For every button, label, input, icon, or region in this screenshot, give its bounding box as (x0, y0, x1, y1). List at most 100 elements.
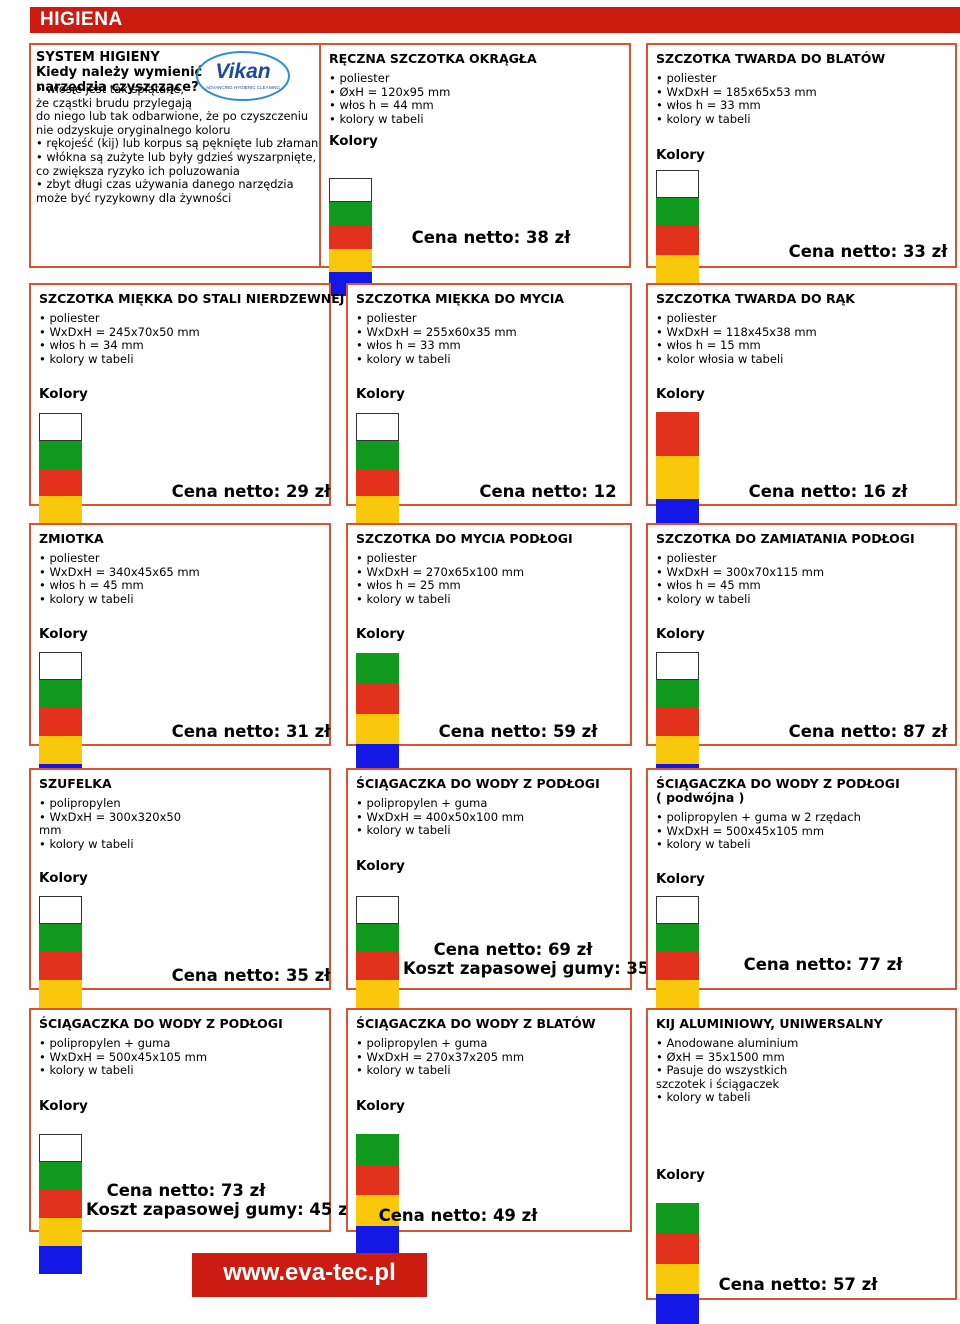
product-title-line: SZCZOTKA MIĘKKA DO STALI NIERDZEWNEJ (39, 291, 345, 306)
price-label: Cena netto: 12 (468, 482, 628, 501)
spec-item: • WxDxH = 118x45x38 mm (656, 324, 817, 339)
swatch-green[interactable] (356, 440, 399, 469)
swatch-yellow[interactable] (39, 1218, 82, 1246)
swatch-yellow[interactable] (656, 980, 699, 1008)
swatch-yellow[interactable] (329, 248, 372, 273)
swatch-green[interactable] (356, 1134, 399, 1165)
swatch-white[interactable] (39, 413, 82, 441)
swatch-red[interactable] (356, 683, 399, 714)
product-card-1: RĘCZNA SZCZOTKA OKRĄGŁA • poliester • ØxH … (319, 43, 631, 296)
swatch-green[interactable] (39, 924, 82, 952)
product-card-6: ZMIOTKA • poliester • WxDxH = 340x45x65 mm… (29, 523, 331, 792)
colors-label: Kolory (656, 871, 705, 887)
swatch-yellow[interactable] (39, 980, 82, 1008)
swatch-green[interactable] (656, 924, 699, 952)
swatch-green[interactable] (356, 924, 399, 952)
swatch-white[interactable] (39, 896, 82, 924)
swatch-red[interactable] (656, 412, 699, 456)
spec-item: • polipropylen + guma (356, 796, 488, 810)
spec-item: • poliester (656, 71, 717, 85)
swatch-green[interactable] (656, 680, 699, 708)
swatch-green[interactable] (329, 201, 372, 226)
product-title: SZCZOTKA MIĘKKA DO MYCIA (356, 292, 564, 306)
swatch-yellow[interactable] (356, 496, 399, 525)
swatch-white[interactable] (656, 652, 699, 680)
swatch-yellow[interactable] (356, 1195, 399, 1226)
color-swatches (39, 1134, 82, 1274)
swatch-green[interactable] (39, 1162, 82, 1190)
swatch-blue[interactable] (356, 1225, 399, 1256)
colors-label: Kolory (356, 858, 405, 874)
swatch-yellow[interactable] (39, 736, 82, 764)
swatch-yellow[interactable] (656, 455, 699, 500)
swatch-white[interactable] (356, 896, 399, 924)
swatch-white[interactable] (656, 170, 699, 199)
swatch-red[interactable] (356, 468, 399, 497)
swatch-green[interactable] (656, 198, 699, 227)
spec-item: • kolor włosia w tabeli (656, 351, 784, 366)
product-title-line: SZCZOTKA TWARDA DO BLATÓW (656, 51, 886, 66)
intro-desc-line: może być ryzykowny dla żywności (36, 190, 232, 205)
spec-item: • WxDxH = 270x37x205 mm (356, 1049, 525, 1064)
spec-item: • poliester (356, 311, 417, 325)
swatch-green[interactable] (356, 653, 399, 684)
spec-item: • WxDxH = 500x45x105 mm (656, 823, 825, 838)
price-net: Cena netto: 87 zł (788, 722, 948, 741)
swatch-red[interactable] (656, 708, 699, 736)
swatch-red[interactable] (656, 226, 699, 255)
intro-line: Kiedy należy wymienić (36, 65, 203, 80)
price-net: Cena netto: 33 zł (788, 242, 948, 261)
swatch-green[interactable] (39, 680, 82, 708)
swatch-white[interactable] (39, 652, 82, 680)
spec-item: • kolory w tabeli (329, 111, 424, 126)
swatch-green[interactable] (39, 440, 82, 469)
swatch-blue[interactable] (39, 1246, 82, 1274)
swatch-red[interactable] (39, 468, 82, 497)
colors-label: Kolory (39, 1098, 88, 1114)
swatch-yellow[interactable] (39, 496, 82, 525)
price-label: Cena netto: 69 zł Koszt zapasowej gumy: 3… (403, 940, 671, 978)
swatch-red[interactable] (39, 1190, 82, 1218)
swatch-red[interactable] (39, 952, 82, 980)
swatch-white[interactable] (656, 896, 699, 924)
colors-label: Kolory (656, 386, 705, 402)
price-label: Cena netto: 73 zł Koszt zapasowej gumy: 4… (86, 1181, 354, 1219)
swatch-green[interactable] (656, 1203, 699, 1234)
spec-item: • włos h = 44 mm (329, 98, 434, 113)
product-title-line: ŚCIĄGACZKA DO WODY Z PODŁOGI (656, 776, 900, 791)
swatch-yellow[interactable] (356, 713, 399, 744)
swatch-red[interactable] (656, 952, 699, 980)
swatch-white[interactable] (329, 178, 372, 202)
swatch-red[interactable] (356, 1164, 399, 1195)
spec-item: • WxDxH = 270x65x100 mm (356, 564, 525, 579)
swatch-yellow[interactable] (656, 254, 699, 283)
website-banner[interactable]: www.eva-tec.pl (192, 1253, 427, 1297)
swatch-white[interactable] (356, 413, 399, 441)
price-spare: Koszt zapasowej gumy: 45 zł (86, 1200, 354, 1219)
website-link[interactable]: www.eva-tec.pl (223, 1259, 396, 1286)
swatch-red[interactable] (329, 225, 372, 249)
price-net: Cena netto: 57 zł (718, 1275, 878, 1294)
product-specs: • poliester • WxDxH = 300x70x115 mm • włos… (656, 551, 824, 606)
swatch-red[interactable] (356, 952, 399, 980)
swatch-blue[interactable] (656, 1293, 699, 1324)
color-swatches (356, 1134, 399, 1256)
swatch-yellow[interactable] (656, 736, 699, 764)
header-bar: HIGIENA (30, 7, 960, 33)
intro-desc-line: • rękojeść (kij) lub korpus są pęknięte … (36, 136, 326, 151)
swatch-yellow[interactable] (656, 1263, 699, 1294)
swatch-white[interactable] (39, 1134, 82, 1162)
swatch-red[interactable] (656, 1233, 699, 1264)
intro-desc-line: że cząstki brudu przylegają (36, 95, 192, 110)
spec-item: • kolory w tabeli (656, 111, 751, 126)
spec-item: • poliester (656, 551, 717, 565)
product-title-line: SZCZOTKA MIĘKKA DO MYCIA (356, 291, 565, 306)
colors-label: Kolory (656, 1167, 705, 1183)
spec-item: • kolory w tabeli (39, 1063, 134, 1078)
swatch-red[interactable] (39, 708, 82, 736)
product-title: SZCZOTKA DO ZAMIATANIA PODŁOGI (656, 532, 915, 546)
spec-item: • włos h = 34 mm (39, 338, 144, 353)
spec-item: • WxDxH = 255x60x35 mm (356, 324, 517, 339)
swatch-yellow[interactable] (356, 980, 399, 1008)
page-title: HIGIENA (40, 9, 123, 30)
